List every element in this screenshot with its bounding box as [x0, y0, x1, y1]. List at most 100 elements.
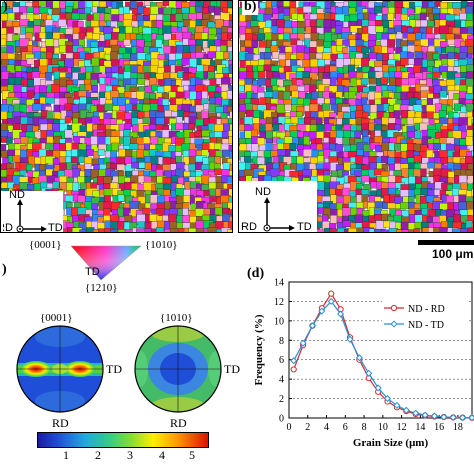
grain: [188, 227, 198, 232]
data-point: [459, 414, 467, 422]
y-tick-label: 8: [279, 336, 284, 347]
grain: [270, 45, 279, 53]
x-tick-label: 10: [378, 422, 388, 433]
grain: [151, 228, 159, 232]
data-point: [355, 354, 363, 362]
ipf-label-m12m10: {1210}: [85, 282, 118, 294]
grain: [229, 216, 232, 223]
data-point: [290, 357, 298, 365]
grain: [451, 228, 463, 232]
grain: [472, 12, 473, 24]
grain: [207, 227, 218, 232]
grain: [32, 103, 43, 111]
x-axis-label: Grain Size (μm): [353, 437, 429, 449]
grain: [144, 162, 152, 170]
colorbar-tick-5: 5: [189, 448, 195, 462]
grain: [361, 57, 370, 68]
grain: [196, 12, 203, 20]
grain-size-chart: 0 2 4 6 8 10 12 14 0 2 4 6 8 10 12 14 16 18 Grain Size (μm…: [253, 278, 474, 449]
grain: [228, 60, 232, 68]
data-point: [449, 413, 457, 421]
grain: [309, 163, 316, 170]
sample-axes-box-a: ND RD TD: [1, 189, 63, 233]
grain: [432, 71, 441, 79]
grain: [272, 51, 280, 59]
scale-bar-label: 100 μm: [432, 247, 474, 261]
grain: [388, 228, 398, 232]
grain: [86, 149, 94, 156]
x-tick-label: 2: [305, 422, 310, 433]
grain: [78, 155, 85, 164]
panel-label-d: (d): [247, 266, 265, 281]
grain: [51, 7, 61, 16]
grain: [214, 6, 221, 15]
x-tick-label: 6: [343, 422, 348, 433]
grain: [177, 228, 187, 232]
grain: [123, 6, 130, 15]
grain: [228, 98, 232, 108]
x-tick-label: 4: [324, 422, 329, 433]
grain: [149, 124, 156, 131]
grain: [228, 196, 232, 207]
grain: [467, 53, 473, 62]
grain: [439, 227, 448, 232]
grain: [207, 51, 217, 59]
x-tick-label: 12: [397, 422, 407, 433]
grain: [109, 229, 122, 232]
grain: [465, 103, 473, 112]
grain: [439, 90, 447, 98]
rd-label-a: RD: [3, 222, 13, 233]
grain: [111, 142, 119, 152]
grain: [176, 162, 186, 169]
td-label-b: TD: [297, 221, 312, 233]
grain: [227, 27, 232, 38]
grain: [458, 201, 467, 210]
grain: [356, 105, 363, 112]
grain: [182, 52, 192, 59]
rd-label-b: RD: [241, 221, 257, 233]
grain: [124, 156, 133, 164]
grain: [155, 169, 164, 178]
ipf-triangle: [70, 245, 142, 281]
legend-label: ND - TD: [408, 320, 444, 331]
y-tick-label: 4: [279, 375, 284, 386]
data-point: [421, 411, 429, 419]
grain: [188, 149, 197, 158]
sample-axes-icon-a: [16, 199, 47, 232]
x-tick-label: 16: [434, 422, 444, 433]
grain: [79, 125, 88, 133]
panel-label-b: b): [242, 0, 259, 15]
grain: [228, 118, 232, 128]
y-tick-label: 10: [274, 316, 284, 327]
grain: [400, 157, 409, 165]
grain: [472, 182, 473, 193]
ipf-td-label: TD: [85, 266, 100, 278]
grain: [228, 188, 232, 200]
grain: [471, 150, 473, 159]
data-point: [327, 297, 335, 305]
grain: [52, 181, 60, 189]
grain: [207, 85, 217, 93]
data-point: [430, 412, 438, 420]
grain: [471, 222, 473, 230]
grain: [226, 106, 232, 113]
grain: [414, 130, 421, 141]
pf-colorbar: [37, 432, 209, 448]
grain: [472, 109, 473, 119]
grain: [251, 143, 259, 153]
grain: [227, 221, 232, 232]
grain: [309, 20, 317, 28]
x-tick-label: 18: [453, 422, 463, 433]
grain: [214, 168, 222, 176]
grain: [79, 229, 87, 232]
grain: [374, 60, 384, 68]
data-point: [299, 339, 307, 347]
data-point: [440, 413, 448, 421]
grain: [414, 6, 422, 14]
sample-axes-icon-b: [263, 197, 295, 232]
grain: [175, 13, 184, 22]
y-tick-label: 0: [279, 414, 284, 425]
grain: [26, 163, 33, 172]
grain: [229, 14, 232, 23]
grain: [227, 32, 232, 40]
